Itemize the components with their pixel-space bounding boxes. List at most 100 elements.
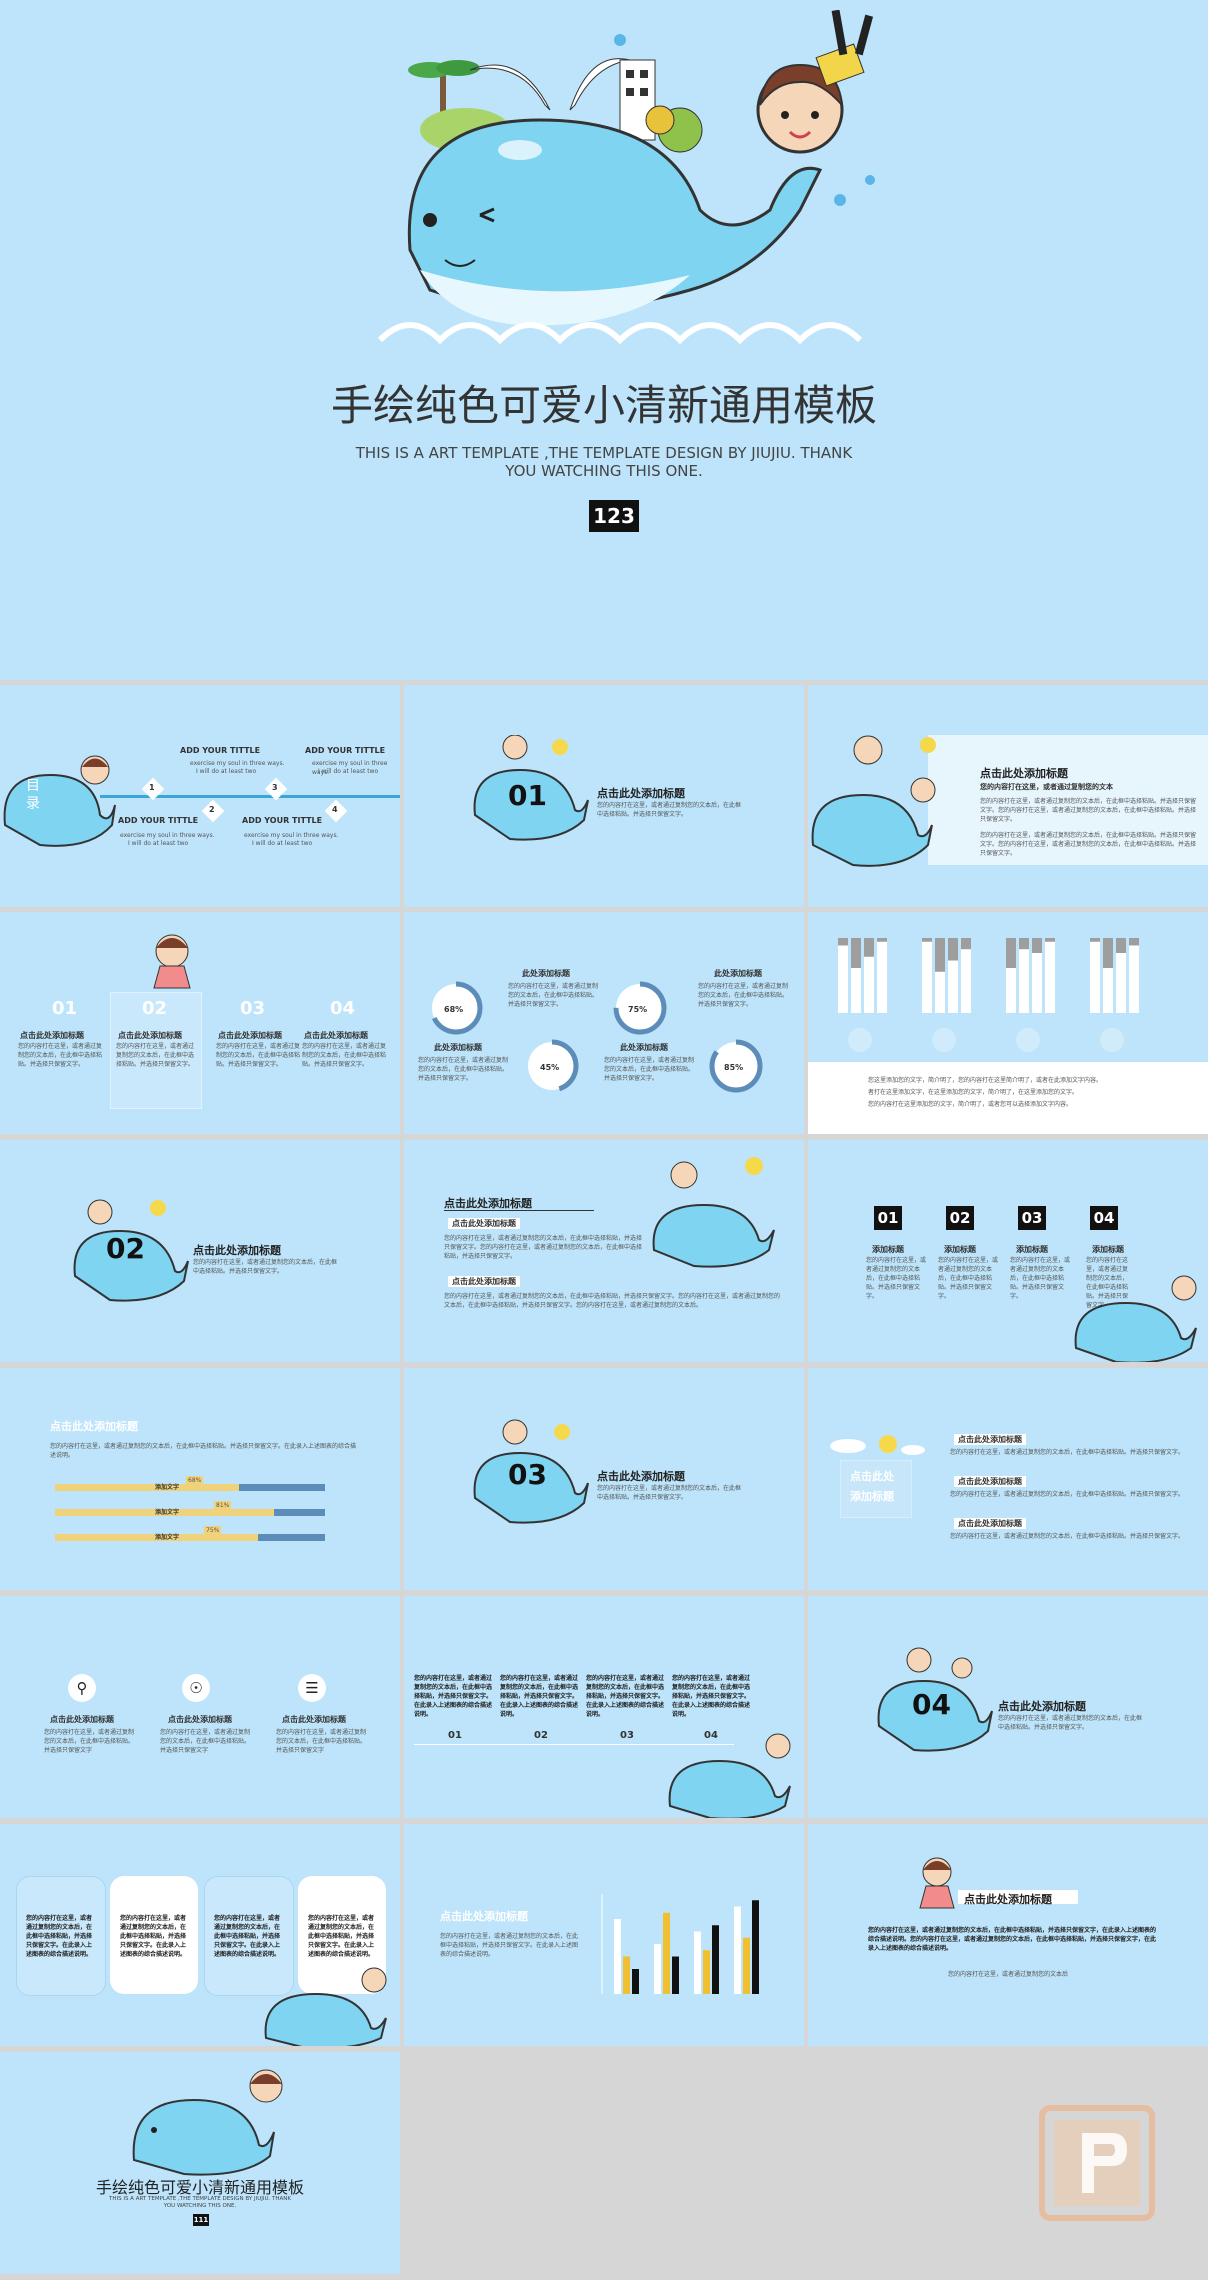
toc-num-4: 4 <box>332 804 338 815</box>
section-02-number: 02 <box>106 1232 145 1265</box>
banner-footnote: 您的内容打在这里，或者通过复制您的文本后 <box>948 1970 1068 1979</box>
bar-group-4-icon <box>1100 1028 1124 1052</box>
slide-closing: 手绘纯色可爱小清新通用模板 THIS IS A ART TEMPLATE ,TH… <box>0 2052 400 2274</box>
icon-col-1-title: 点击此处添加标题 <box>50 1714 114 1725</box>
numbered-columns-whale <box>1066 1268 1206 1362</box>
bar-2-B <box>663 1913 670 1994</box>
hero-badge: 123 <box>589 500 639 532</box>
progress-heading: 点击此处添加标题 <box>50 1418 138 1434</box>
numbered-col-2-badge: 02 <box>946 1206 974 1230</box>
bar-group-4-bar-1 <box>1090 942 1100 1013</box>
icon-col-2-desc: 您的内容打在这里，或者通过复制您的文本后，在此框中选择粘贴。并选择只保留文字 <box>160 1728 250 1755</box>
bar-group-1-icon <box>848 1028 872 1052</box>
slide-cards: 您的内容打在这里，或者通过复制您的文本后，在此框中选择粘贴，并选择只保留文字。在… <box>0 1824 400 2046</box>
slide-intro-text: 点击此处添加标题 您的内容打在这里，或者通过复制您的文本 您的内容打在这里，或者… <box>808 685 1208 907</box>
numbered-col-4-badge: 04 <box>1090 1206 1118 1230</box>
bar-group-3-bar-3 <box>1032 953 1042 1013</box>
closing-subtitle-1: THIS IS A ART TEMPLATE ,THE TEMPLATE DES… <box>0 2196 400 2202</box>
bar-groups-text-3: 您的内容打在这里添加您的文字，简介明了，或者您可以选择添加文字内容。 <box>868 1100 1072 1109</box>
toc-label-2: 录 <box>26 793 40 813</box>
list-item-3-desc: 您的内容打在这里，或者通过复制您的文本后，在此框中选择粘贴。并选择只保留文字。 <box>950 1532 1190 1541</box>
bar-1-B <box>623 1957 630 1995</box>
progress-bar-1-pct: 68% <box>186 1476 203 1485</box>
bar-group-3-bar-2 <box>1019 949 1029 1013</box>
col-2-title: 点击此处添加标题 <box>118 1030 182 1041</box>
list-label-line2: 添加标题 <box>850 1488 894 1504</box>
progress-bar-2-pct: 81% <box>214 1501 231 1510</box>
col-1-desc: 您的内容打在这里，或者通过复制您的文本后，在此框中选择粘贴。并选择只保留文字。 <box>18 1042 106 1069</box>
bar-group-4-bar-3 <box>1116 953 1126 1013</box>
bar-4-A <box>734 1907 741 1995</box>
closing-badge: 111 <box>193 2214 209 2226</box>
section-03-number: 03 <box>508 1458 547 1491</box>
timeline-col-3-desc: 您的内容打在这里，或者通过复制您的文本后，在此框中选择粘贴，并选择只保留文字。在… <box>586 1674 668 1719</box>
banner-paragraph: 您的内容打在这里，或者通过复制您的文本后，在此框中选择粘贴，并选择只保留文字，在… <box>868 1926 1158 1953</box>
bar-group-3-bar-1 <box>1006 968 1016 1013</box>
bar-group-4-bar-2 <box>1103 968 1113 1013</box>
cards-whale <box>256 1962 396 2046</box>
hero-subtitle-line1: THIS IS A ART TEMPLATE ,THE TEMPLATE DES… <box>0 444 1208 462</box>
slide-section-03: 03 点击此处添加标题 您的内容打在这里，或者通过复制您的文本后，在此框中选择粘… <box>404 1368 804 1590</box>
timeline-col-4-desc: 您的内容打在这里，或者通过复制您的文本后，在此框中选择粘贴，并选择只保留文字。在… <box>672 1674 754 1719</box>
bar-3-A <box>694 1932 701 1995</box>
bar-4-B <box>743 1938 750 1994</box>
col-4-title: 点击此处添加标题 <box>304 1030 368 1041</box>
hero-slide: 手绘纯色可爱小清新通用模板 THIS IS A ART TEMPLATE ,TH… <box>0 0 1208 680</box>
section-04-heading: 点击此处添加标题 <box>998 1698 1086 1714</box>
slide-icon-columns: ⚲ 点击此处添加标题 您的内容打在这里，或者通过复制您的文本后，在此框中选择粘贴… <box>0 1596 400 1818</box>
bar-group-2-bar-3 <box>948 961 958 1014</box>
col-3-title: 点击此处添加标题 <box>218 1030 282 1041</box>
intro-paragraph-1: 您的内容打在这里，或者通过复制您的文本后，在此框中选择粘贴。并选择只保留文字。您… <box>980 797 1200 824</box>
progress-bar-3-pct: 75% <box>204 1526 221 1535</box>
clouds-sun-illustration <box>818 1424 928 1464</box>
bar-groups-chart <box>838 938 1178 1058</box>
toc-item-3-desc2: I will do at least two <box>196 767 256 776</box>
icon-col-2-title: 点击此处添加标题 <box>168 1714 232 1725</box>
toc-item-1-title: ADD YOUR TITTLE <box>118 815 198 826</box>
bar-group-2-bar-2 <box>935 972 945 1013</box>
progress-bar-1-label: 添加文字 <box>155 1482 179 1491</box>
timeline-col-1-num: 01 <box>448 1730 462 1741</box>
slide-toc: 目 录 ADD YOUR TITTLE exercise my soul in … <box>0 685 400 907</box>
list-label-line1: 点击此处 <box>850 1468 894 1484</box>
section-04-desc: 您的内容打在这里，或者通过复制您的文本后，在此框中选择粘贴。并选择只保留文字。 <box>998 1714 1143 1732</box>
section-02-desc: 您的内容打在这里，或者通过复制您的文本后，在此框中选择粘贴。并选择只保留文字。 <box>193 1258 338 1276</box>
clipboard-icon: ☰ <box>298 1674 326 1702</box>
slide-list-items: 点击此处 添加标题 点击此处添加标题 您的内容打在这里，或者通过复制您的文本后，… <box>808 1368 1208 1590</box>
bar-groups-text-panel <box>808 1062 1208 1134</box>
ring-3-label: 75% <box>628 1004 647 1015</box>
text-blocks-sub-2: 点击此处添加标题 <box>448 1276 520 1287</box>
closing-whale-illustration <box>124 2060 294 2180</box>
section-04-number: 04 <box>912 1688 951 1721</box>
bar-group-1-bar-3 <box>864 957 874 1013</box>
lightbulb-icon: ☉ <box>182 1674 210 1702</box>
col-3-number: 03 <box>240 998 265 1019</box>
bar-group-3-icon <box>1016 1028 1040 1052</box>
intro-heading: 点击此处添加标题 <box>980 765 1068 781</box>
banner-girl-illustration <box>902 1850 972 1920</box>
section-01-heading: 点击此处添加标题 <box>597 785 685 801</box>
bar-group-2-icon <box>932 1028 956 1052</box>
bar-1-A <box>614 1919 621 1994</box>
timeline-whale <box>660 1726 800 1818</box>
toc-item-4-title: ADD YOUR TITTLE <box>305 745 385 756</box>
watermark-logo <box>1032 2098 1162 2228</box>
banner-heading: 点击此处添加标题 <box>964 1891 1052 1907</box>
text-blocks-illustration <box>644 1150 794 1270</box>
card-2-text: 您的内容打在这里，或者通过复制您的文本后，在此框中选择粘贴，并选择只保留文字。在… <box>120 1914 190 1959</box>
bar-group-1-bar-4 <box>877 942 887 1013</box>
col-4-number: 04 <box>330 998 355 1019</box>
bar-1-C <box>632 1969 639 1994</box>
card-1-text: 您的内容打在这里，或者通过复制您的文本后，在此框中选择粘贴，并选择只保留文字。在… <box>26 1914 96 1959</box>
slide-bar-chart: 点击此处添加标题 您的内容打在这里，或者通过复制您的文本后，在此框中选择粘贴，并… <box>404 1824 804 2046</box>
list-item-1-title: 点击此处添加标题 <box>954 1434 1026 1445</box>
slide-numbered-columns: 01 添加标题 您的内容打在这里，或者通过复制您的文本后，在此框中选择粘贴。并选… <box>808 1140 1208 1362</box>
numbered-col-4-title: 添加标题 <box>1092 1244 1124 1255</box>
closing-title: 手绘纯色可爱小清新通用模板 <box>0 2174 400 2198</box>
ring-3-desc: 您的内容打在这里，或者通过复制您的文本后，在此框中选择粘贴。并选择只保留文字。 <box>604 1056 694 1083</box>
intro-paragraph-2: 您的内容打在这里，或者通过复制您的文本后，在此框中选择粘贴。并选择只保留文字。您… <box>980 831 1200 858</box>
toc-timeline <box>100 795 400 798</box>
ring-4-label: 85% <box>724 1062 743 1073</box>
progress-bar-2-label: 添加文字 <box>155 1507 179 1516</box>
timeline-col-2-num: 02 <box>534 1730 548 1741</box>
